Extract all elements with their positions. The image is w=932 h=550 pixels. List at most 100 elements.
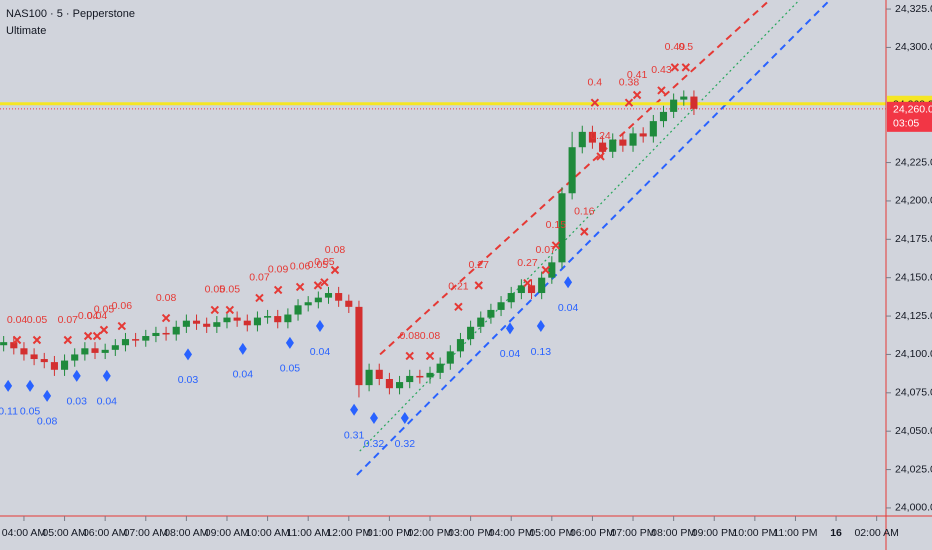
candle-body <box>517 285 525 294</box>
buy-marker <box>184 348 193 361</box>
candle-body <box>172 326 180 335</box>
sell-marker <box>425 351 435 361</box>
x-tick-label: 10:00 AM <box>245 527 289 539</box>
candle-body <box>152 332 160 337</box>
x-tick-label: 10:00 PM <box>732 527 777 539</box>
candle-body <box>10 342 18 349</box>
sell-marker <box>320 278 329 287</box>
sell-label: 0.38 <box>619 76 640 88</box>
buy-marker <box>102 369 111 382</box>
candle-body <box>395 382 404 389</box>
sell-label: 0.05 <box>94 304 115 316</box>
sell-marker <box>63 335 73 345</box>
candle-body <box>649 121 657 137</box>
sell-label: 0.21 <box>448 281 469 293</box>
buy-label: 0.04 <box>233 369 254 381</box>
x-tick-label: 06:00 AM <box>83 527 127 539</box>
buy-label: 0.05 <box>280 363 301 375</box>
candle-body <box>588 131 596 143</box>
sell-marker <box>32 335 42 345</box>
buy-label: 0.03 <box>178 374 199 386</box>
y-tick-label: 24,000.0 <box>895 502 932 514</box>
sell-marker <box>624 98 634 107</box>
candle-body <box>629 133 637 146</box>
sell-label: 0.05 <box>220 284 241 296</box>
buy-label: 0.32 <box>364 438 385 450</box>
buy-label: 0.05 <box>20 406 41 418</box>
sell-marker <box>117 321 127 331</box>
candle-body <box>568 147 576 194</box>
x-tick-label: 08:00 AM <box>164 527 208 539</box>
candle-body <box>111 345 119 350</box>
sell-label: 0.41 <box>627 69 648 81</box>
sell-label: 0.27 <box>517 257 538 269</box>
x-tick-label: 05:00 AM <box>42 527 86 539</box>
candle-body <box>50 362 58 370</box>
candle-body <box>639 133 647 137</box>
buy-marker <box>315 320 324 333</box>
sell-label: 0.06 <box>112 300 133 312</box>
buy-marker <box>72 369 81 382</box>
candle-body <box>467 326 475 340</box>
sell-marker <box>523 278 532 288</box>
candle-body <box>121 339 130 346</box>
buy-marker <box>369 411 378 424</box>
candle-body <box>659 111 668 122</box>
channel-line <box>379 0 771 356</box>
candle-body <box>599 142 607 152</box>
candle-body <box>223 317 231 323</box>
sell-label: 0.04 <box>78 310 99 322</box>
candle-body <box>162 332 170 335</box>
candle-body <box>20 348 28 355</box>
buy-label: 0.03 <box>67 396 88 408</box>
y-tick-label: 24,025.0 <box>895 463 932 475</box>
x-tick-label: 02:00 PM <box>408 527 453 539</box>
countdown-label: 03:05 <box>893 118 919 130</box>
sell-label: 0.04 <box>7 314 28 326</box>
sell-marker <box>657 86 666 95</box>
sell-label: 0.08 <box>325 244 346 256</box>
candle-body <box>558 193 566 263</box>
sell-marker <box>632 90 642 100</box>
sell-marker <box>596 152 605 161</box>
buy-marker <box>536 320 545 333</box>
sell-marker <box>670 63 680 72</box>
sell-label: 0.27 <box>469 259 490 271</box>
candle-body <box>335 293 343 301</box>
candle-body <box>456 339 465 352</box>
sell-label: 0.07 <box>249 272 270 284</box>
sell-marker <box>590 98 600 107</box>
sell-marker <box>313 281 323 290</box>
sell-label: 0.06 <box>290 261 311 273</box>
buy-label: 0.31 <box>344 429 365 441</box>
x-tick-label: 11:00 PM <box>773 527 817 539</box>
sell-label: 0.04 <box>87 310 108 322</box>
buy-label: 0.04 <box>558 302 579 314</box>
x-tick-label: 09:00 AM <box>205 527 249 539</box>
buy-marker <box>400 411 409 424</box>
sell-marker <box>330 265 340 275</box>
indicator-name: Ultimate <box>6 25 46 37</box>
candle-body <box>680 96 688 100</box>
x-tick-label: 07:00 AM <box>124 527 168 539</box>
sell-marker <box>225 305 235 315</box>
candle-body <box>182 320 190 327</box>
price-box-label: 24,260.0 <box>893 104 932 116</box>
buy-label: 0.04 <box>500 348 521 360</box>
sell-label: 0.43 <box>651 64 672 76</box>
sell-marker <box>255 293 264 303</box>
buy-label: 0.11 <box>0 406 18 418</box>
candle-body <box>355 306 363 386</box>
sell-marker <box>210 305 220 315</box>
candle-body <box>670 99 678 112</box>
candle-body <box>253 317 261 326</box>
candle-body <box>40 359 48 363</box>
candle-body <box>324 293 333 298</box>
sell-label: 0.05 <box>314 256 335 268</box>
candle-body <box>345 300 353 307</box>
candle-body <box>61 360 69 370</box>
sell-marker <box>92 331 102 341</box>
sell-marker <box>541 265 550 275</box>
